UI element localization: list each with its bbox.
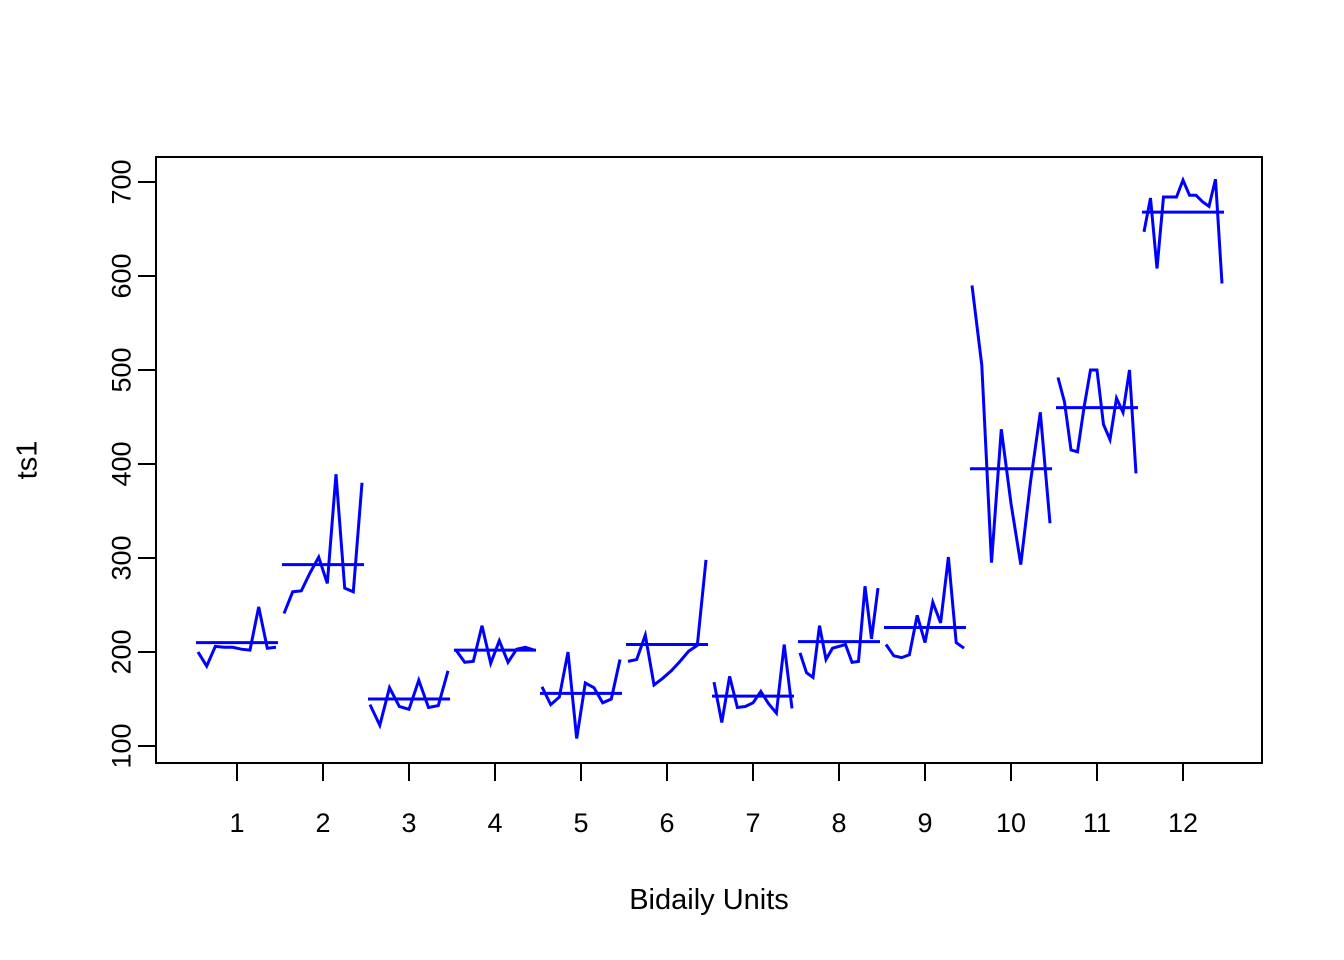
y-tick-label: 100 [106, 723, 136, 768]
x-axis-label: Bidaily Units [629, 884, 789, 916]
series-line-unit-2 [282, 474, 364, 615]
plot-frame [155, 156, 1263, 764]
x-tick-label: 9 [917, 808, 932, 838]
x-tick-label: 5 [573, 808, 588, 838]
x-tick-label: 11 [1083, 808, 1111, 838]
x-tick-label: 2 [315, 808, 330, 838]
series-line-unit-10 [970, 285, 1052, 565]
x-tick-label: 6 [659, 808, 674, 838]
y-tick-label: 500 [106, 347, 136, 392]
x-tick-label: 4 [487, 808, 502, 838]
x-tick-label: 1 [229, 808, 244, 838]
y-tick-label: 400 [106, 441, 136, 486]
y-axis-label: ts1 [11, 440, 44, 480]
x-tick-label: 10 [996, 808, 1026, 838]
y-tick-label: 600 [106, 253, 136, 298]
series-line-unit-9 [884, 556, 965, 660]
x-tick-label: 7 [745, 808, 760, 838]
y-tick-label: 200 [106, 629, 136, 674]
series-line-unit-3 [368, 670, 450, 730]
series-line-unit-5 [540, 651, 622, 739]
series-line-unit-12 [1142, 176, 1224, 284]
series-line-unit-1 [196, 606, 277, 670]
y-tick-label: 700 [106, 159, 136, 204]
x-tick-label: 12 [1168, 808, 1198, 838]
x-tick-label: 8 [831, 808, 846, 838]
x-tick-label: 3 [401, 808, 416, 838]
series-line-unit-7 [712, 644, 794, 723]
series-line-unit-4 [454, 625, 535, 669]
series-line-unit-11 [1056, 368, 1138, 474]
series-line-unit-6 [627, 559, 708, 688]
series-line-unit-8 [798, 586, 880, 681]
y-tick-label: 300 [106, 535, 136, 580]
